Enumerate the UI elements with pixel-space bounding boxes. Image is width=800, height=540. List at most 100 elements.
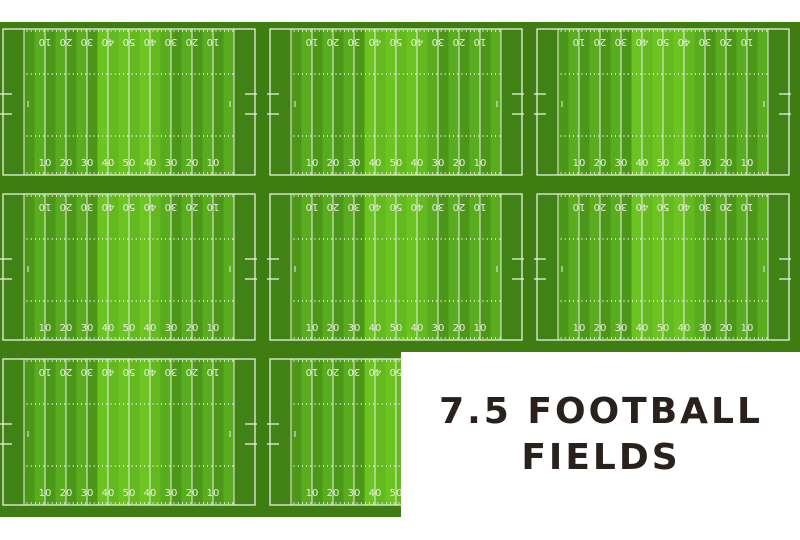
yard-number: 40	[678, 158, 691, 169]
yard-number: 50	[657, 158, 670, 169]
yard-number: 20	[186, 323, 199, 334]
yard-number: 20	[327, 323, 340, 334]
yard-number: 40	[144, 36, 157, 47]
yard-number: 30	[165, 323, 178, 334]
yard-number: 20	[60, 201, 73, 212]
yard-number: 30	[165, 36, 178, 47]
yard-number: 40	[411, 36, 424, 47]
yard-number: 30	[432, 323, 445, 334]
yard-number: 20	[720, 36, 733, 47]
yard-number: 10	[306, 158, 319, 169]
yard-number: 30	[432, 201, 445, 212]
yard-number: 40	[144, 158, 157, 169]
yard-number: 10	[306, 36, 319, 47]
yard-number: 40	[102, 323, 115, 334]
yard-number: 40	[678, 201, 691, 212]
yard-number: 10	[39, 201, 52, 212]
yard-number: 10	[306, 366, 319, 377]
yard-number: 50	[123, 158, 136, 169]
yard-number: 10	[207, 36, 220, 47]
yard-number: 20	[594, 36, 607, 47]
yard-number: 20	[186, 201, 199, 212]
yard-number: 30	[348, 323, 361, 334]
yard-number: 50	[390, 201, 403, 212]
yard-number: 50	[657, 36, 670, 47]
yard-number: 10	[207, 158, 220, 169]
yard-number: 30	[348, 158, 361, 169]
yard-number: 50	[123, 366, 136, 377]
yard-number: 20	[720, 323, 733, 334]
yard-number: 40	[636, 201, 649, 212]
yard-number: 30	[81, 36, 94, 47]
yard-number: 30	[615, 158, 628, 169]
yard-number: 20	[453, 323, 466, 334]
yard-number: 50	[390, 36, 403, 47]
yard-number: 40	[144, 488, 157, 499]
yard-number: 10	[573, 201, 586, 212]
yard-number: 40	[636, 158, 649, 169]
caption: 7.5 FOOTBALL FIELDS	[402, 352, 800, 518]
yard-number: 30	[699, 36, 712, 47]
yard-number: 20	[186, 158, 199, 169]
yard-number: 20	[720, 158, 733, 169]
yard-number: 30	[432, 36, 445, 47]
yard-number: 20	[594, 201, 607, 212]
yard-number: 50	[390, 488, 401, 499]
yard-number: 20	[453, 201, 466, 212]
yard-number: 30	[699, 323, 712, 334]
yard-number: 10	[39, 36, 52, 47]
yard-number: 10	[474, 201, 487, 212]
yard-number: 50	[390, 366, 401, 377]
yard-number: 20	[186, 488, 199, 499]
yard-number: 10	[573, 158, 586, 169]
yard-number: 10	[39, 158, 52, 169]
yard-number: 30	[165, 488, 178, 499]
yard-number: 40	[636, 323, 649, 334]
yard-number: 50	[657, 201, 670, 212]
yard-number: 30	[615, 201, 628, 212]
yard-number: 40	[678, 36, 691, 47]
yard-number: 10	[306, 201, 319, 212]
yard-number: 10	[474, 323, 487, 334]
yard-number: 10	[306, 488, 319, 499]
yard-number: 20	[720, 201, 733, 212]
yard-number: 30	[81, 158, 94, 169]
yard-number: 10	[207, 323, 220, 334]
yard-number: 30	[81, 488, 94, 499]
yard-number: 30	[699, 201, 712, 212]
yard-number: 50	[123, 36, 136, 47]
yard-number: 50	[123, 323, 136, 334]
yard-number: 30	[348, 36, 361, 47]
yard-number: 20	[594, 323, 607, 334]
yard-number: 30	[165, 366, 178, 377]
yard-number: 40	[102, 158, 115, 169]
yard-number: 40	[102, 366, 115, 377]
yard-number: 20	[186, 366, 199, 377]
yard-number: 10	[207, 366, 220, 377]
caption-line-1: 7.5 FOOTBALL	[439, 391, 763, 432]
yard-number: 40	[369, 201, 382, 212]
yard-number: 40	[411, 158, 424, 169]
yard-number: 30	[81, 201, 94, 212]
yard-number: 10	[207, 488, 220, 499]
yard-number: 30	[615, 36, 628, 47]
yard-number: 10	[207, 201, 220, 212]
yard-number: 30	[81, 323, 94, 334]
yard-number: 20	[186, 36, 199, 47]
yard-number: 20	[60, 36, 73, 47]
yard-number: 30	[615, 323, 628, 334]
yard-number: 30	[348, 488, 361, 499]
yard-number: 20	[60, 366, 73, 377]
yard-number: 10	[474, 158, 487, 169]
yard-number: 50	[123, 488, 136, 499]
yard-number: 10	[39, 323, 52, 334]
yard-number: 10	[306, 323, 319, 334]
yard-number: 30	[432, 158, 445, 169]
yard-number: 40	[102, 488, 115, 499]
